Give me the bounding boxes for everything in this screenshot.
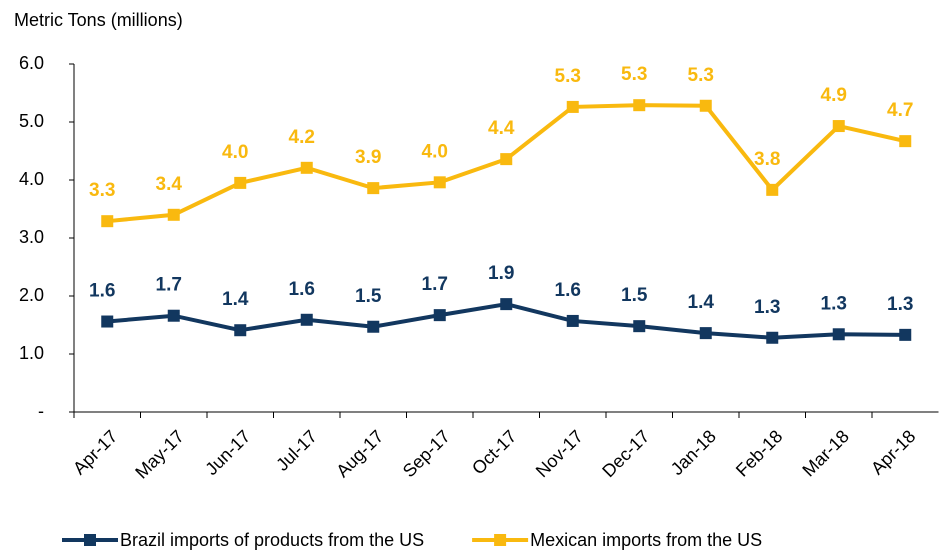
marker [633, 99, 646, 112]
value-label: 4.9 [821, 85, 847, 106]
marker [633, 320, 646, 333]
value-label: 1.7 [156, 275, 182, 296]
value-label: 5.3 [688, 65, 714, 86]
value-label: 4.4 [488, 118, 515, 139]
marker [167, 208, 180, 221]
y-tick-label: 5.0 [19, 111, 44, 131]
value-label: 3.4 [156, 174, 183, 195]
value-label: 1.6 [89, 281, 115, 302]
value-label: 3.3 [89, 180, 115, 201]
value-label: 5.3 [555, 66, 581, 87]
x-tick-label: May-17 [131, 426, 188, 483]
marker [234, 176, 247, 189]
value-label: 1.3 [754, 297, 780, 318]
value-label: 1.6 [555, 280, 581, 301]
value-label: 1.5 [355, 286, 382, 307]
marker [832, 328, 845, 341]
marker [899, 135, 912, 148]
value-label: 1.7 [422, 274, 448, 295]
marker [300, 313, 313, 326]
marker [699, 99, 712, 112]
y-tick-label: 3.0 [19, 227, 44, 247]
marker [101, 315, 114, 328]
y-tick-label: 2.0 [19, 285, 44, 305]
y-axis-label: Metric Tons (millions) [14, 10, 183, 30]
x-tick-label: Apr-17 [69, 426, 121, 478]
marker [699, 327, 712, 340]
legend-marker [494, 534, 507, 546]
value-label: 4.0 [422, 141, 448, 162]
marker [433, 176, 446, 189]
x-tick-label: Mar-18 [798, 426, 852, 480]
value-label: 3.8 [754, 149, 780, 170]
x-tick-label: Apr-18 [867, 426, 919, 478]
marker [766, 183, 779, 196]
x-tick-label: Jun-17 [201, 426, 254, 479]
marker [500, 153, 513, 166]
x-tick-label: Jan-18 [667, 426, 720, 479]
marker [234, 324, 247, 337]
value-label: 1.3 [821, 293, 847, 314]
x-tick-label: Dec-17 [598, 426, 653, 481]
marker [300, 161, 313, 174]
value-label: 4.7 [887, 100, 913, 121]
y-tick-label: 6.0 [19, 53, 44, 73]
y-tick-label: - [38, 401, 44, 421]
x-tick-label: Feb-18 [732, 426, 786, 480]
x-tick-label: Sep-17 [399, 426, 454, 481]
value-label: 1.3 [887, 294, 913, 315]
marker [832, 120, 845, 133]
x-tick-label: Oct-17 [468, 426, 520, 478]
x-tick-label: Aug-17 [332, 426, 387, 481]
legend-marker [84, 534, 96, 546]
marker [433, 309, 446, 322]
marker [899, 328, 912, 341]
value-label: 1.4 [688, 292, 715, 313]
value-label: 4.0 [222, 142, 248, 163]
value-label: 1.9 [488, 263, 514, 284]
value-label: 3.9 [355, 147, 381, 168]
value-label: 1.6 [289, 279, 315, 300]
marker [101, 215, 114, 228]
x-tick-label: Jul-17 [272, 426, 321, 475]
value-label: 5.3 [621, 64, 647, 85]
marker [500, 298, 513, 311]
x-tick-label: Nov-17 [532, 426, 587, 481]
marker [766, 331, 779, 344]
marker [167, 309, 180, 322]
marker [566, 100, 579, 113]
value-label: 1.4 [222, 289, 249, 310]
y-tick-label: 1.0 [19, 343, 44, 363]
y-tick-label: 4.0 [19, 169, 44, 189]
marker [367, 182, 380, 195]
value-label: 1.5 [621, 285, 648, 306]
marker [566, 314, 579, 327]
marker [367, 320, 380, 333]
legend-label: Brazil imports of products from the US [120, 530, 424, 550]
legend-label: Mexican imports from the US [530, 530, 762, 550]
value-label: 4.2 [289, 127, 315, 148]
